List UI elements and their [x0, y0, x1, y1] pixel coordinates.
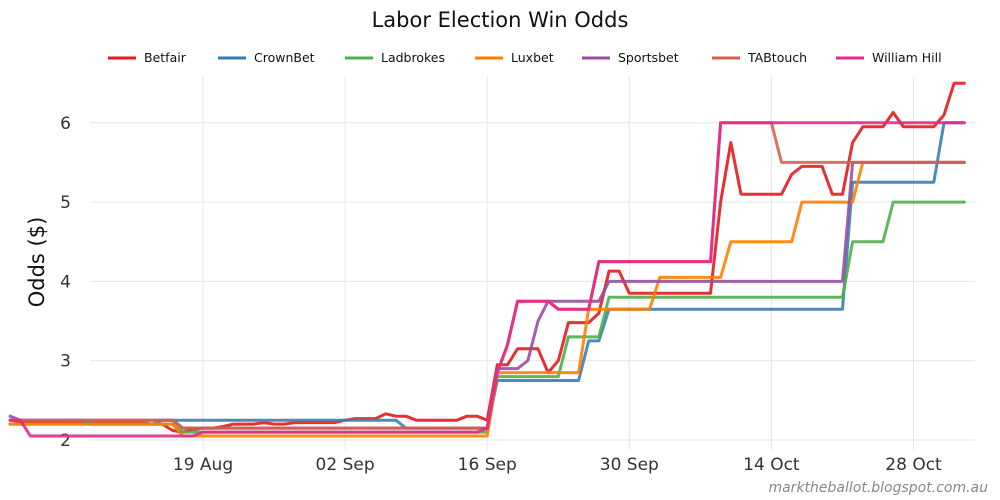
y-tick-label: 4: [60, 272, 71, 292]
y-tick-label: 6: [60, 114, 71, 134]
x-tick-label: 28 Oct: [885, 455, 942, 475]
chart-title: Labor Election Win Odds: [372, 8, 629, 32]
legend-label: Ladbrokes: [381, 50, 445, 65]
series-line-william-hill: [8, 121, 966, 438]
x-tick-label: 02 Sep: [316, 455, 375, 475]
gridlines: [90, 76, 975, 450]
legend-label: CrownBet: [254, 50, 315, 65]
legend-label: William Hill: [872, 50, 942, 65]
x-tick-label: 19 Aug: [173, 455, 233, 475]
y-axis-label: Odds ($): [25, 217, 49, 308]
series-line-luxbet: [8, 160, 966, 438]
legend-label: TABtouch: [747, 50, 807, 65]
x-tick-label: 14 Oct: [743, 455, 800, 475]
legend-label: Sportsbet: [618, 50, 679, 65]
series-lines: [8, 81, 966, 438]
y-tick-label: 5: [60, 193, 71, 213]
x-tick-label: 16 Sep: [458, 455, 517, 475]
y-axis: 2 3 4 5 6: [60, 114, 71, 451]
credit-text: marktheballot.blogspot.com.au: [768, 480, 988, 496]
x-axis: 19 Aug 02 Sep 16 Sep 30 Sep 14 Oct 28 Oct: [173, 455, 942, 475]
legend-label: Luxbet: [511, 50, 554, 65]
y-tick-label: 3: [60, 352, 71, 372]
y-tick-label: 2: [60, 431, 71, 451]
x-tick-label: 30 Sep: [600, 455, 659, 475]
legend-label: Betfair: [144, 50, 187, 65]
legend: Betfair CrownBet Ladbrokes Luxbet Sportsbet T…: [108, 50, 942, 65]
